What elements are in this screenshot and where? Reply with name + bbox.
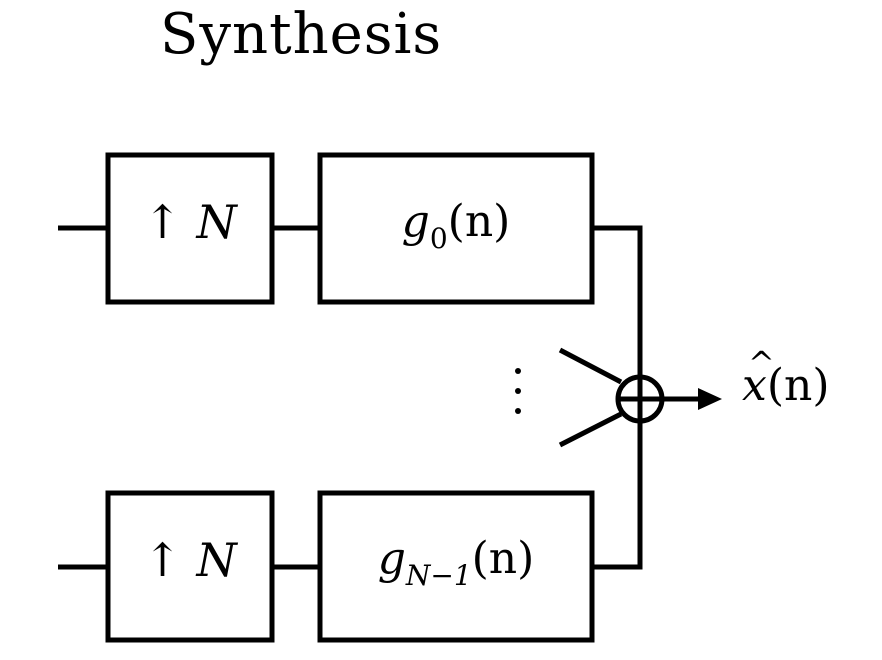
output-signal-label: x(n) <box>742 344 830 411</box>
sum-input-upper <box>558 347 623 385</box>
upsampler-factor: N <box>196 195 237 249</box>
up-arrow-icon: ↑ <box>143 195 182 249</box>
filter-arg: (n) <box>471 533 535 584</box>
filter-subscript: 0 <box>429 222 448 255</box>
upsampler-factor: N <box>196 533 237 587</box>
output-line-top <box>592 225 643 378</box>
output-arrowhead <box>698 388 722 410</box>
filter-label-top: g0(n) <box>320 196 592 255</box>
sum-input-lower <box>558 411 623 448</box>
ellipsis-vertical <box>512 366 524 416</box>
output-name: x <box>742 344 775 411</box>
filter-label-bottom: gN−1(n) <box>320 533 592 592</box>
up-arrow-icon: ↑ <box>143 533 182 587</box>
filter-subscript: N−1 <box>405 559 472 592</box>
output-arg: (n) <box>766 360 830 411</box>
filter-arg: (n) <box>447 196 511 247</box>
output-line-bottom <box>592 420 643 570</box>
upsampler-label-bottom: ↑ N <box>108 533 272 587</box>
filter-name: g <box>401 196 430 247</box>
filter-name: g <box>377 533 406 584</box>
diagram-title: Synthesis <box>160 2 443 67</box>
upsampler-label-top: ↑ N <box>108 195 272 249</box>
